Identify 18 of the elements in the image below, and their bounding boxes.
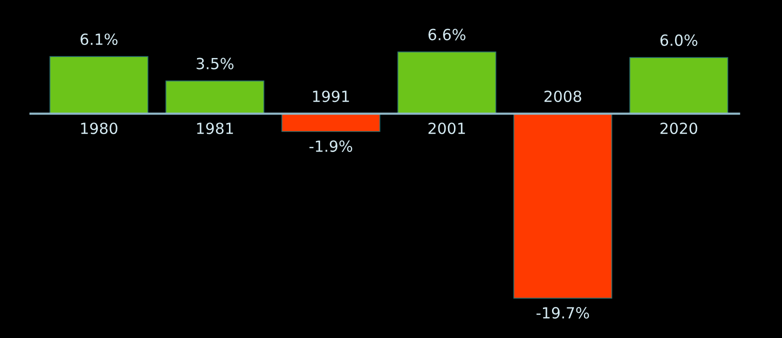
data-label: 6.6% xyxy=(428,28,466,40)
data-label: 6.1% xyxy=(80,33,118,46)
x-tick-label: 1991 xyxy=(313,90,349,102)
x-tick-label: 1981 xyxy=(197,122,233,134)
bar xyxy=(50,56,148,114)
bar xyxy=(397,51,496,114)
bar xyxy=(281,113,380,132)
x-tick-label: 1980 xyxy=(81,122,118,134)
data-label: -19.7% xyxy=(536,307,589,319)
bar xyxy=(513,113,612,299)
bar xyxy=(629,57,728,114)
x-tick-label: 2008 xyxy=(544,90,582,102)
data-label: 6.0% xyxy=(660,34,698,46)
bar xyxy=(165,80,264,114)
data-label: -1.9% xyxy=(309,140,352,152)
x-tick-label: 2020 xyxy=(660,122,698,134)
data-label: 3.5% xyxy=(196,58,234,70)
x-tick-label: 2001 xyxy=(428,122,465,134)
